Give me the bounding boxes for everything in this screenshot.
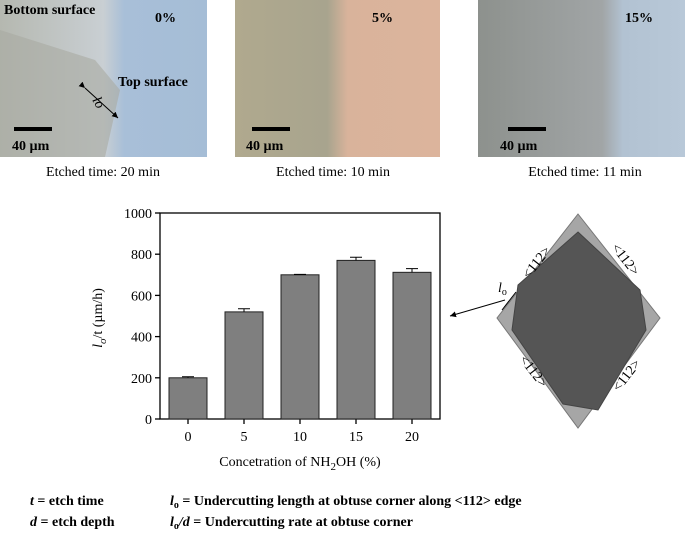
inner-shape — [511, 231, 647, 411]
photo-label: Bottom surface — [4, 3, 95, 18]
error-bar — [350, 256, 362, 261]
lo-line — [501, 291, 517, 311]
caption: Etched time: 20 min — [46, 165, 160, 180]
lo-label: lo — [498, 281, 507, 298]
caption: Etched time: 10 min — [276, 165, 390, 180]
error-bar — [182, 376, 194, 378]
y-tick-label: 200 — [131, 372, 152, 387]
bar — [392, 271, 432, 420]
photo-bg — [235, 0, 440, 157]
x-tick-label: 0 — [185, 430, 192, 445]
bar — [336, 259, 376, 420]
y-tick-label: 0 — [145, 413, 152, 428]
x-tick-label: 5 — [241, 430, 248, 445]
caption: Etched time: 11 min — [528, 165, 641, 180]
legend-item: d = etch depth — [30, 515, 115, 530]
photo-label: Top surface — [118, 75, 188, 90]
pointer-arrow — [449, 299, 506, 318]
y-tick-label: 400 — [131, 331, 152, 346]
legend-item: t = etch time — [30, 494, 104, 509]
photo: 15% 40 µm Etched time: 11 min — [478, 0, 685, 180]
photo-bg — [478, 0, 685, 157]
lo-arrow — [78, 81, 119, 119]
error-bar — [406, 268, 418, 273]
photo: 5% 40 µm Etched time: 10 min — [235, 0, 440, 180]
x-tick-label: 20 — [405, 430, 419, 445]
x-tick-label: 10 — [293, 430, 307, 445]
diagram: <112> <112> <112> <112> lo — [449, 213, 661, 429]
bar — [168, 377, 208, 420]
photo: Bottom surface 0% Top surface lo 40 µm E… — [0, 0, 207, 180]
scale-label: 40 µm — [246, 139, 284, 154]
bar — [280, 274, 320, 420]
photo-percent: 0% — [155, 11, 176, 26]
error-bar — [238, 308, 250, 312]
y-tick-label: 800 — [131, 248, 152, 263]
bar — [224, 311, 264, 420]
y-tick-label: 600 — [131, 289, 152, 304]
legend-item: lo/d = Undercutting rate at obtuse corne… — [170, 515, 413, 532]
legend: t = etch time d = etch depth lo = Underc… — [30, 494, 522, 532]
scale-label: 40 µm — [500, 139, 538, 154]
y-axis-label: lo/t (µm/h) — [91, 288, 109, 348]
legend-item: lo = Undercutting length at obtuse corne… — [170, 494, 522, 511]
x-axis-label: Concetration of NH2OH (%) — [219, 455, 381, 473]
photo-percent: 15% — [625, 11, 653, 26]
y-tick-label: 1000 — [124, 207, 152, 222]
scale-label: 40 µm — [12, 139, 50, 154]
photo-percent: 5% — [372, 11, 393, 26]
x-tick-label: 15 — [349, 430, 363, 445]
etch-region — [0, 30, 120, 157]
